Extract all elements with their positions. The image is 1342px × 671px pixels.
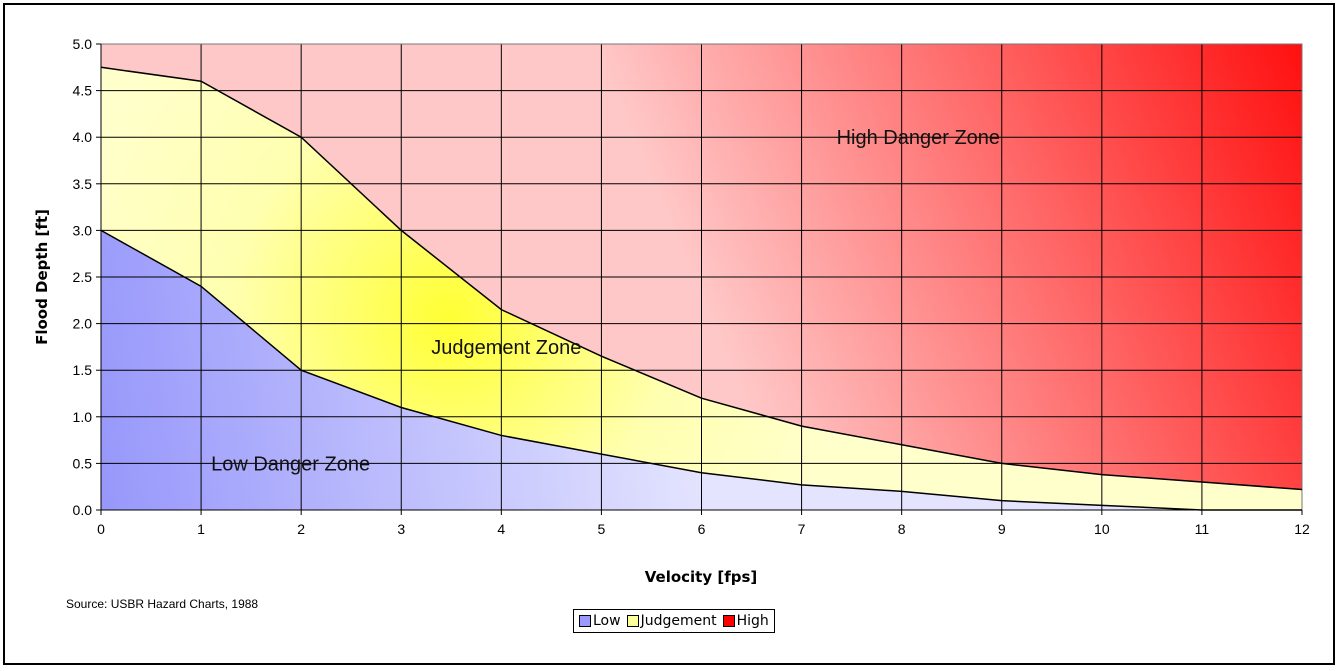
x-tick-label: 1 [197,521,205,537]
y-tick-label: 2.0 [73,316,93,332]
source-note: Source: USBR Hazard Charts, 1988 [66,597,259,611]
legend-label-high: High [736,613,769,629]
legend-swatch-judgement [626,615,639,627]
y-tick-label: 0.5 [73,455,93,471]
series-line-judgement [100,66,1303,491]
y-tick-label: 3.0 [73,222,93,238]
y-tick-label: 3.5 [73,176,93,192]
zone-annotation: Judgement Zone [431,337,581,359]
x-tick-label: 6 [698,521,706,537]
y-tick-label: 2.5 [73,269,93,285]
y-tick-label: 0.0 [73,502,93,518]
x-tick-label: 11 [1195,521,1210,537]
series-line-low [100,229,1302,511]
y-axis-title: Flood Depth [ft] [33,209,51,345]
x-tick-label: 8 [898,521,906,537]
x-tick-label: 5 [598,521,606,537]
x-tick-label: 2 [297,521,305,537]
legend-label-low: Low [593,613,621,629]
y-tick-label: 1.0 [73,409,93,425]
legend: Low Judgement High [573,609,775,633]
x-tick-label: 7 [798,521,806,537]
x-tick-label: 9 [998,521,1006,537]
legend-swatch-low [579,615,591,627]
legend-item-low: Low [579,613,621,629]
x-tick-label: 12 [1294,521,1310,537]
x-tick-label: 0 [97,521,105,537]
x-axis-title: Velocity [fps] [645,568,758,586]
x-tick-label: 10 [1094,521,1110,537]
y-tick-label: 4.5 [73,83,93,99]
x-tick-label: 4 [497,521,505,537]
legend-item-judgement: Judgement [626,613,717,629]
legend-label-judgement: Judgement [640,613,717,629]
zone-annotation: Low Danger Zone [211,453,370,475]
x-tick-label: 3 [397,521,405,537]
y-tick-label: 1.5 [73,362,93,378]
legend-item-high: High [722,613,769,629]
zone-annotation: High Danger Zone [837,127,1000,149]
y-tick-label: 5.0 [73,36,93,52]
legend-swatch-high [722,615,735,627]
y-tick-label: 4.0 [73,129,93,145]
